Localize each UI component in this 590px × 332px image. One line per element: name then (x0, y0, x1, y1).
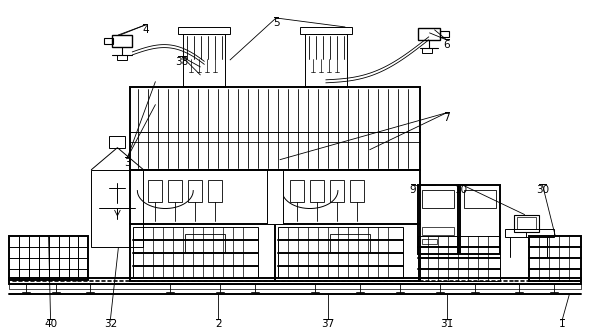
Text: 5: 5 (273, 18, 279, 28)
Bar (422, 239, 437, 244)
Text: 1: 1 (559, 319, 566, 329)
Bar (9, 284, 581, 289)
Bar (305, 34, 347, 87)
Bar (9, 278, 581, 284)
Bar (9, 236, 88, 280)
Bar (133, 227, 258, 278)
Bar (178, 27, 230, 34)
Text: 37: 37 (322, 319, 335, 329)
Bar (422, 190, 454, 208)
Text: 2: 2 (215, 319, 221, 329)
Bar (278, 227, 403, 278)
Bar (168, 180, 182, 202)
Bar (130, 170, 419, 281)
Bar (109, 136, 126, 148)
Bar (117, 55, 127, 60)
Bar (208, 180, 222, 202)
Text: 30: 30 (536, 185, 549, 195)
Bar (267, 170, 283, 224)
Text: 6: 6 (443, 40, 450, 50)
Bar (460, 185, 500, 254)
Bar (422, 227, 454, 235)
Bar (422, 48, 432, 53)
Bar (290, 180, 304, 202)
Text: 10: 10 (455, 185, 468, 195)
Bar (300, 27, 352, 34)
Bar (529, 236, 581, 281)
Bar (185, 234, 225, 252)
Text: 32: 32 (104, 319, 117, 329)
Bar (183, 34, 225, 87)
Text: 9: 9 (409, 185, 416, 195)
Text: 7: 7 (443, 113, 450, 123)
Bar (514, 214, 539, 232)
Text: 4: 4 (142, 25, 149, 35)
Text: 40: 40 (44, 319, 57, 329)
Text: 38: 38 (176, 57, 189, 67)
Bar (330, 180, 344, 202)
Bar (418, 28, 440, 40)
Bar (113, 35, 132, 47)
Text: 31: 31 (440, 319, 453, 329)
Bar (148, 180, 162, 202)
Bar (91, 170, 143, 247)
Bar (504, 229, 555, 237)
Bar (517, 216, 536, 229)
Text: 3: 3 (124, 158, 131, 168)
Bar (130, 87, 419, 170)
Bar (310, 180, 324, 202)
Bar (418, 185, 458, 254)
Bar (350, 180, 364, 202)
Bar (188, 180, 202, 202)
Bar (464, 190, 496, 208)
Bar (330, 234, 370, 252)
Bar (104, 38, 113, 44)
Bar (418, 236, 500, 281)
Bar (440, 31, 448, 37)
